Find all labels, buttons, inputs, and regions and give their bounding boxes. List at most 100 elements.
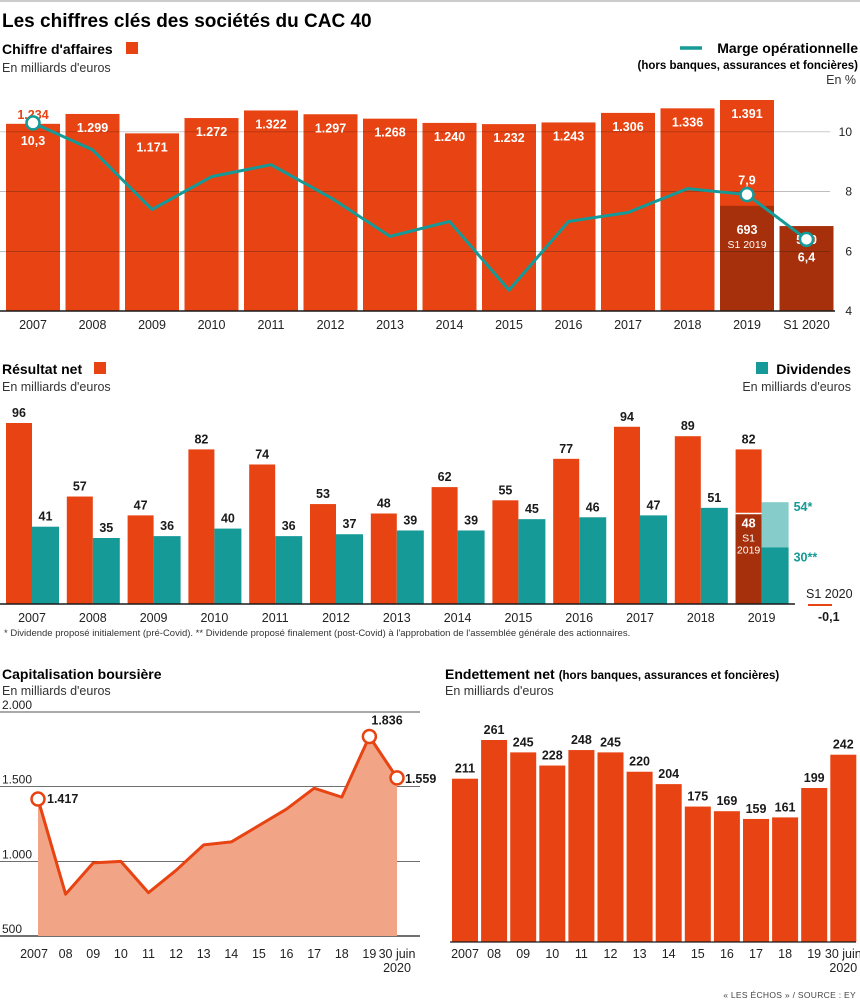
s1-2020-value: -0,1 [818, 610, 840, 624]
rn-unit: En milliards d'euros [2, 380, 111, 394]
marge-point [739, 186, 755, 203]
rn-xtick: 2018 [687, 611, 715, 625]
ca-bar [422, 122, 477, 311]
ca-legend-swatch [126, 42, 138, 54]
ca-xtick: 2017 [614, 318, 642, 332]
ca-chart: 10 8 6 4 1.234 1.299 1.171 1.272 1.322 1.297 1.268… [0, 100, 852, 332]
cap-xtick-year: 2020 [383, 961, 411, 975]
div-bar [336, 534, 363, 604]
cap-point [389, 770, 405, 786]
marge-point-label: 6,4 [798, 250, 815, 264]
ca-bar [244, 110, 298, 311]
rn-xtick: 2014 [444, 611, 472, 625]
div-value-label: 39 [464, 513, 478, 527]
ca-xtick: 2007 [19, 318, 47, 332]
dette-value-label: 175 [687, 790, 708, 804]
rn-footnote: * Dividende proposé initialement (pré-Co… [4, 628, 630, 639]
ca-ytick: 8 [845, 185, 852, 199]
cap-area [38, 736, 397, 936]
ca-inset-label: 693 [737, 223, 758, 237]
rn-value-label: 57 [73, 480, 87, 494]
rn-value-label: 74 [255, 447, 269, 461]
ca-unit: En milliards d'euros [2, 61, 111, 75]
dette-xtick: 11 [575, 947, 588, 961]
dette-xtick: 14 [662, 947, 676, 961]
div-bar [92, 538, 120, 604]
rn-header: Résultat net En milliards d'euros Divide… [2, 361, 851, 394]
dette-bar [713, 811, 740, 942]
dette-value-label: 228 [542, 749, 563, 763]
ca-xtick: 2015 [495, 318, 523, 332]
ca-xtick: 2014 [436, 318, 464, 332]
rn-xtick: 2017 [626, 611, 654, 625]
div-bar [153, 536, 181, 604]
dette-title-line: Endettement net (hors banques, assurances… [445, 666, 779, 682]
marge-unit: En % [826, 73, 856, 87]
cap-point [361, 728, 378, 745]
ca-title: Chiffre d'affaires [2, 41, 113, 57]
rn-bar [249, 464, 276, 604]
dette-xtick: 10 [545, 947, 559, 961]
ca-bar [541, 122, 596, 311]
ca-value-label: 1.306 [612, 120, 643, 134]
dette-value-label: 220 [629, 755, 650, 769]
rn-value-label: 77 [559, 442, 573, 456]
div-value-label: 47 [647, 498, 661, 512]
rn-bar [127, 515, 154, 604]
rn-xtick: 2008 [79, 611, 107, 625]
ca-bar [660, 108, 715, 311]
dette-xtick: 09 [516, 947, 530, 961]
div-value-label: 35 [99, 521, 113, 535]
cap-ytick: 2.000 [2, 698, 32, 712]
marge-point [798, 231, 815, 248]
dette-chart: 211 2007 261 08 245 09 228 10 248 11 245 12 220 13 204… [450, 723, 860, 975]
rn-bar [370, 513, 397, 604]
cap-point-label: 1.559 [405, 772, 436, 786]
dette-value-label: 204 [658, 767, 679, 781]
rn-xtick: 2012 [322, 611, 350, 625]
rn-xtick: 2013 [383, 611, 411, 625]
rn-inset-sublabel: 2019 [737, 545, 761, 557]
dette-bar [452, 778, 478, 942]
ca-xtick: 2019 [733, 318, 761, 332]
ca-bar [65, 113, 120, 311]
rn-value-label: 82 [194, 432, 208, 446]
rn-bar [66, 496, 93, 604]
ca-xtick: 2016 [555, 318, 583, 332]
cap-header: Capitalisation boursière En milliards d'… [2, 666, 162, 698]
rn-inset-label: 48 [742, 517, 756, 531]
div-bar [640, 515, 667, 604]
ca-value-label: 1.243 [553, 129, 584, 143]
dette-value-label: 199 [804, 771, 825, 785]
cap-xtick: 17 [307, 947, 321, 961]
rn-bar [674, 436, 701, 604]
dette-bar [481, 740, 508, 942]
cap-xtick: 18 [335, 947, 349, 961]
dette-xtick: 18 [778, 947, 792, 961]
dette-header: Endettement net (hors banques, assurances… [445, 666, 779, 698]
div-bar [275, 536, 303, 604]
rn-inset-sublabel: S1 [742, 533, 755, 545]
source-credit: « LES ÉCHOS » / SOURCE : EY [723, 990, 856, 1000]
div-value-label: 36 [282, 519, 296, 533]
dette-xtick: 16 [720, 947, 734, 961]
ca-value-label: 1.268 [374, 126, 405, 140]
rn-value-label: 47 [134, 498, 148, 512]
ca-bar [6, 123, 60, 311]
ca-xtick: 2009 [138, 318, 166, 332]
rn-value-label: 53 [316, 487, 330, 501]
cap-xtick: 08 [59, 947, 73, 961]
div-bar [457, 530, 485, 604]
rn-value-label: 55 [498, 483, 512, 497]
dette-xtick: 2007 [451, 947, 479, 961]
dette-xtick: 30 juin [825, 947, 860, 961]
div-value-label: 46 [586, 500, 600, 514]
dette-xtick-year: 2020 [829, 961, 857, 975]
ca-value-label: 1.391 [731, 107, 762, 121]
cap-xtick: 13 [197, 947, 211, 961]
rn-value-label: 62 [438, 470, 452, 484]
ca-xtick: 2018 [674, 318, 702, 332]
dette-value-label: 159 [746, 802, 767, 816]
dette-value-label: 161 [775, 800, 796, 814]
ca-value-label: 1.299 [77, 121, 108, 135]
